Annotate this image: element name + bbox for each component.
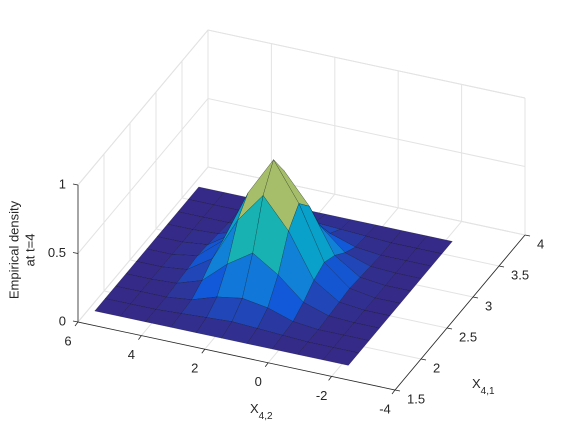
x-label-base: X xyxy=(472,376,481,391)
grid-line xyxy=(77,166,526,323)
grid-line xyxy=(77,97,526,254)
z-tick-label: 0 xyxy=(59,313,66,328)
x-tick-label: 4 xyxy=(537,236,544,251)
grid-line xyxy=(77,29,526,186)
y-tick xyxy=(264,362,269,368)
z-tick xyxy=(72,320,79,323)
x-tick-label: 2.5 xyxy=(459,329,477,344)
y-tick xyxy=(138,335,142,340)
x-tick xyxy=(420,358,427,361)
y-tick-label: 4 xyxy=(128,347,135,362)
y-tick xyxy=(391,389,396,395)
x-tick xyxy=(394,389,401,392)
x-tick-label: 2 xyxy=(433,360,440,375)
y-tick xyxy=(328,376,332,381)
z-axis-label: Empirical density xyxy=(6,200,21,299)
y-tick-label: -4 xyxy=(379,401,391,416)
x-tick xyxy=(524,234,531,237)
z-tick-label: 1 xyxy=(59,176,66,191)
y-label-sub: 4,2 xyxy=(259,411,273,422)
z-tick xyxy=(72,252,79,254)
z-tick xyxy=(72,183,79,186)
x-tick xyxy=(498,265,505,268)
y-label-base: X xyxy=(250,401,259,416)
y-tick-label: 2 xyxy=(191,361,198,376)
x-tick xyxy=(446,327,453,330)
surface-patch xyxy=(322,347,360,366)
x-tick-label: 3.5 xyxy=(511,267,529,282)
y-tick-label: -2 xyxy=(316,388,328,403)
x-axis-label: X4,1 xyxy=(472,376,495,396)
y-tick-label: 0 xyxy=(255,374,262,389)
z-tick-label: 0.5 xyxy=(48,245,66,260)
z-axis-label: at t=4 xyxy=(22,234,37,267)
x-tick-label: 1.5 xyxy=(407,391,425,406)
x-tick-label: 3 xyxy=(485,298,492,313)
x-label-sub: 4,1 xyxy=(481,386,495,397)
y-tick xyxy=(74,321,79,327)
y-tick-label: 6 xyxy=(64,333,71,348)
y-axis-label: X4,2 xyxy=(250,401,273,421)
y-tick xyxy=(201,348,206,354)
x-tick xyxy=(472,296,479,299)
